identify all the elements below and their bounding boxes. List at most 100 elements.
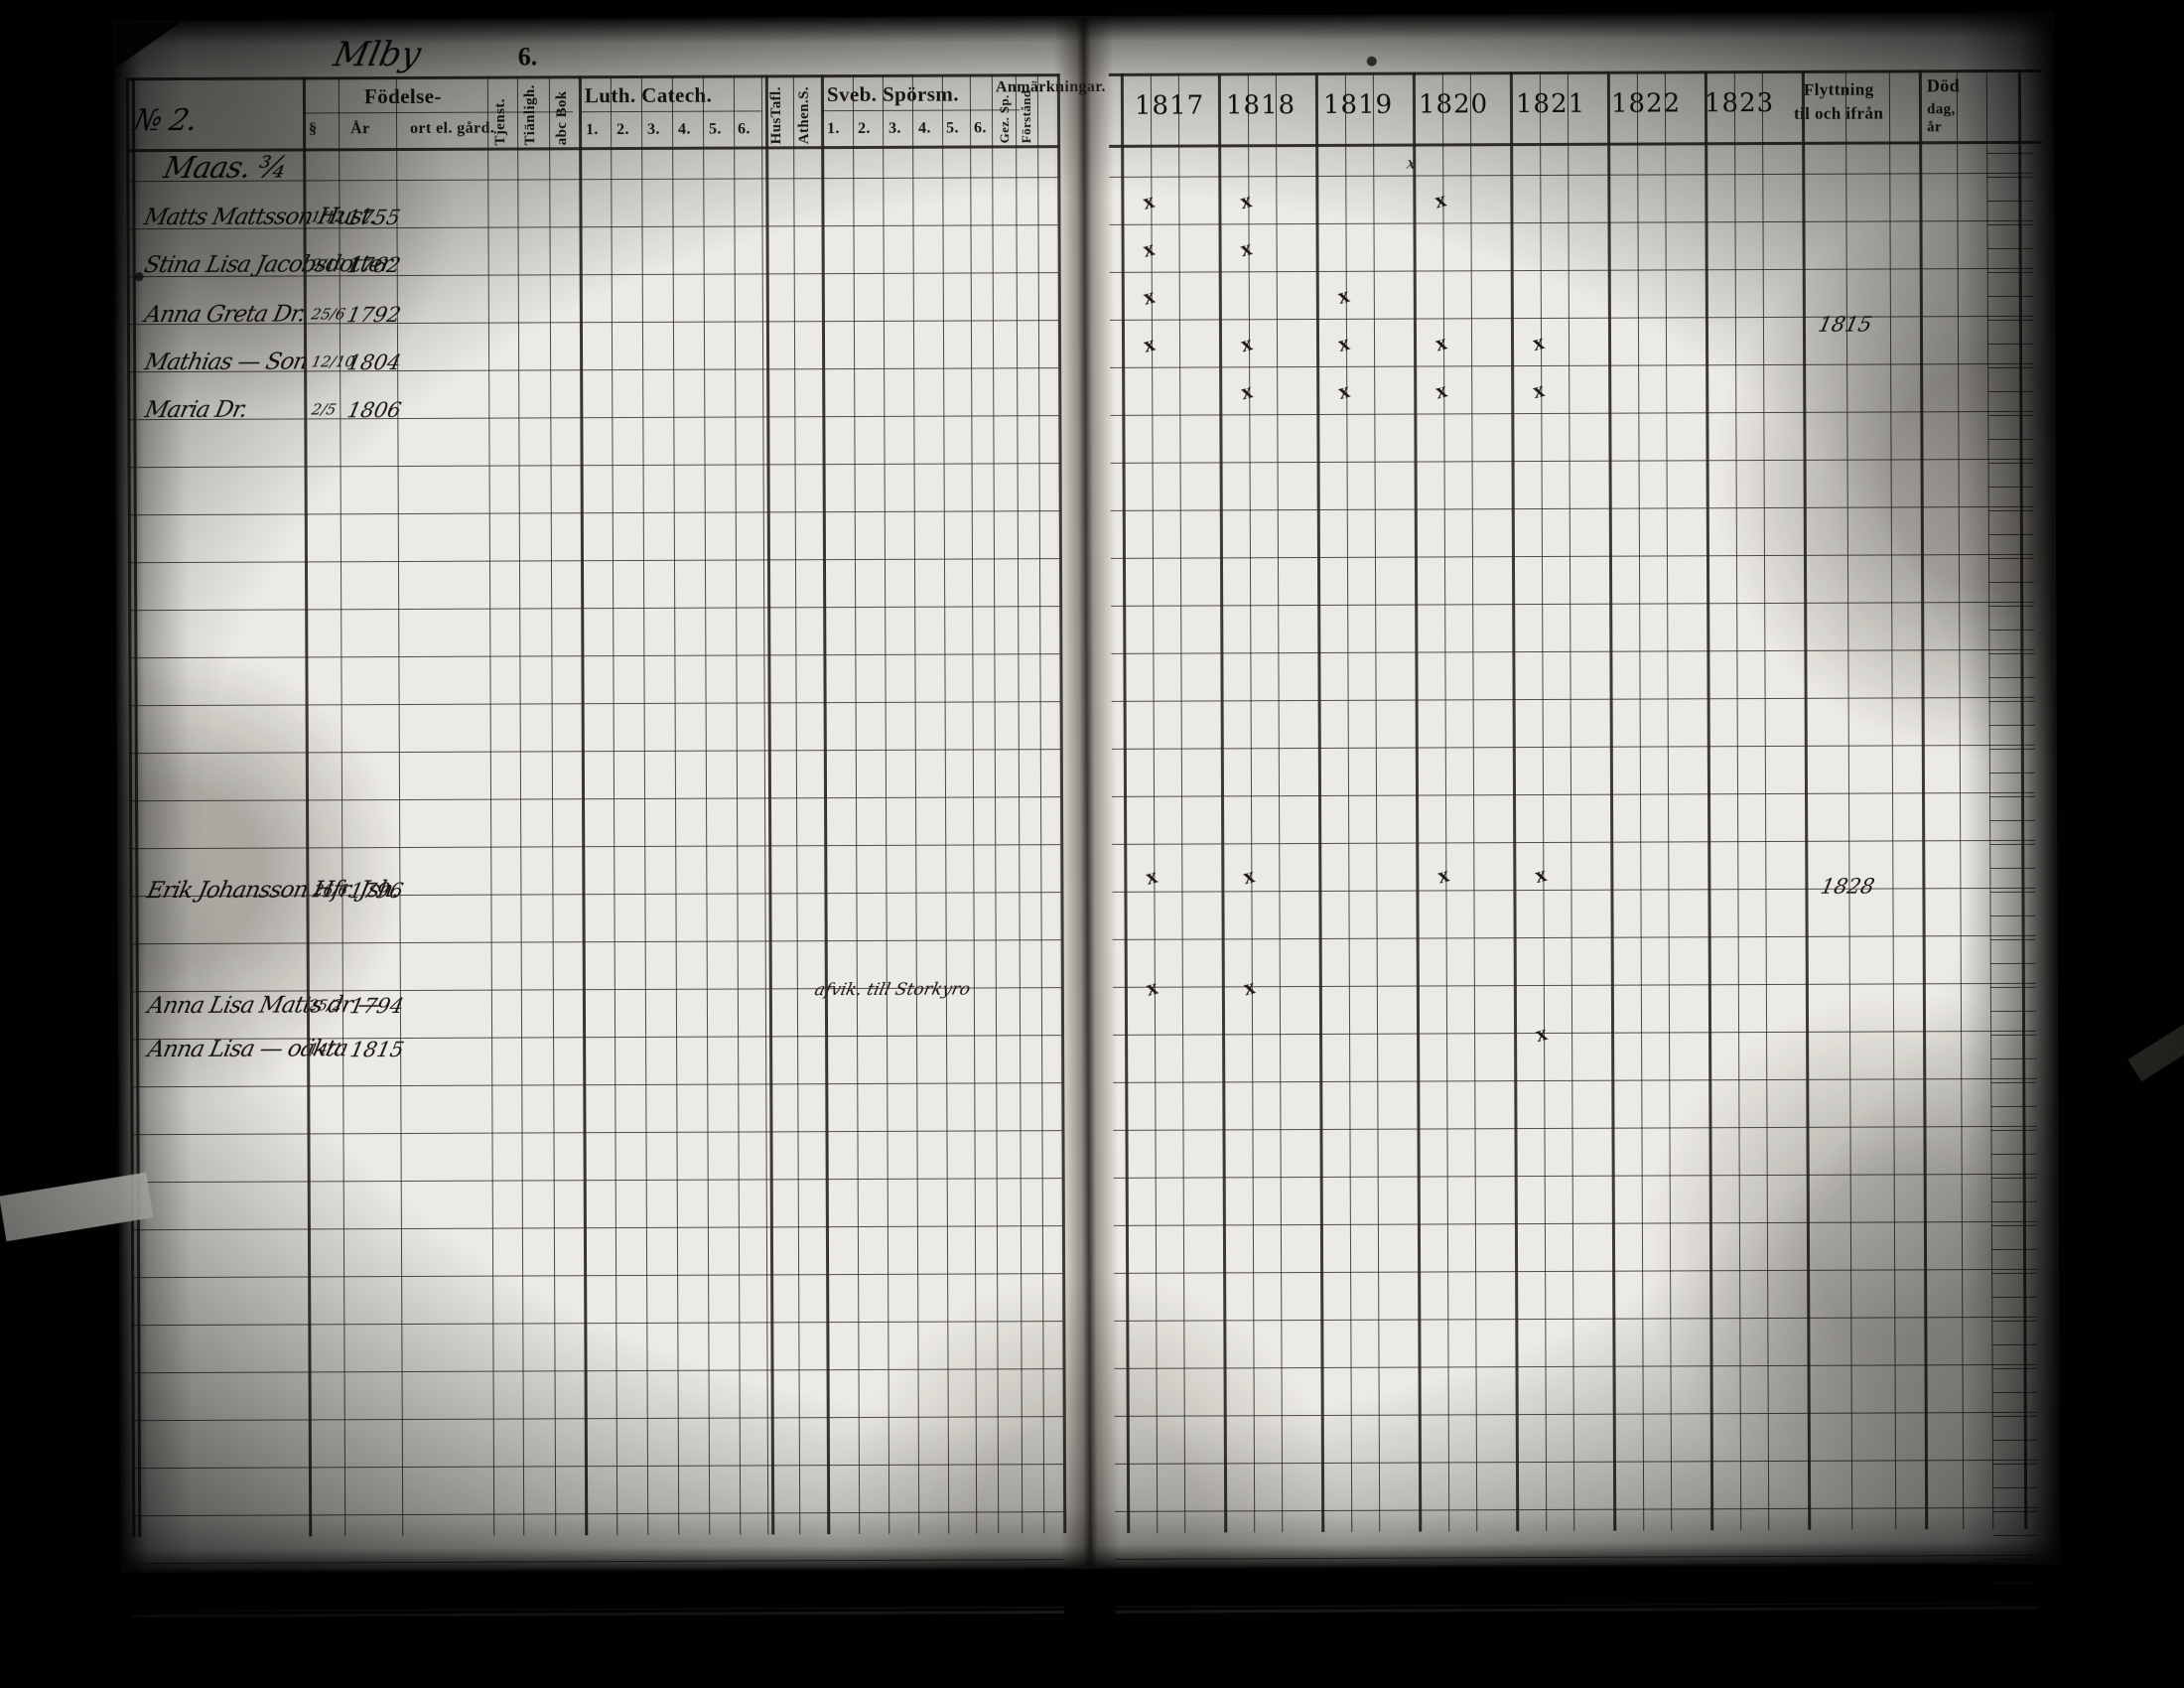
- header-dod: Död: [1926, 75, 1961, 96]
- row-rule: [1989, 843, 2036, 846]
- row-rule: [128, 749, 1060, 755]
- row-rule: [1989, 938, 2036, 941]
- row-rule: [1991, 1391, 2038, 1394]
- column-rule: [1412, 71, 1423, 1532]
- row-rule: [1991, 1320, 2038, 1323]
- entry-day-row-2: 9/10: [309, 255, 347, 274]
- attendance-mark: x: [1434, 861, 1452, 889]
- column-rule: [610, 75, 618, 1536]
- header-birth-year: År: [350, 120, 370, 138]
- attendance-mark: x: [1238, 377, 1256, 405]
- header-luth-catech: Luth. Catech.: [584, 82, 713, 108]
- catech-num-6: 6.: [738, 120, 751, 138]
- attendance-mark: x: [1240, 862, 1258, 890]
- column-rule: [1636, 70, 1645, 1531]
- attendance-mark: x: [1237, 234, 1255, 262]
- row-rule: [1987, 557, 2034, 560]
- column-rule: [548, 75, 557, 1536]
- entry-day-row-3: 25/6: [310, 305, 347, 324]
- catech-num-1: 1.: [586, 121, 599, 139]
- entry-year-row-8: 1815: [347, 1037, 407, 1062]
- row-rule: [1990, 1057, 2037, 1060]
- header-tianligh: Tiänligh.: [521, 84, 539, 146]
- attendance-mark: x: [1143, 973, 1160, 1001]
- row-rule: [127, 510, 1059, 516]
- column-rule: [1761, 70, 1770, 1531]
- row-rule: [1989, 1010, 2036, 1013]
- row-rule: [1987, 462, 2034, 465]
- attendance-mark: x: [1140, 282, 1158, 310]
- header-gez-sp: Gez. Sp.: [996, 94, 1013, 144]
- row-rule: [1989, 914, 2036, 917]
- column-rule: [486, 75, 495, 1536]
- row-rule: [1988, 676, 2035, 679]
- row-rule: [131, 1321, 1063, 1327]
- row-rule: [127, 558, 1059, 564]
- row-rule: [127, 415, 1059, 421]
- year-header-1821: 1821: [1515, 88, 1586, 120]
- column-rule: [1918, 70, 1929, 1530]
- column-rule: [1844, 70, 1853, 1530]
- attendance-mark: x: [1140, 234, 1158, 262]
- row-rule: [1991, 1248, 2038, 1251]
- column-rule: [1606, 70, 1617, 1531]
- row-rule: [1990, 1200, 2037, 1203]
- column-rule: [395, 76, 404, 1537]
- row-rule: [1987, 509, 2034, 512]
- row-rule: [127, 463, 1059, 469]
- row-rule: [1987, 438, 2034, 441]
- row-rule: [1986, 319, 2033, 322]
- column-rule: [1177, 72, 1186, 1533]
- row-rule: [1990, 1177, 2037, 1180]
- open-book-spread: Mlby 6. № 2. Maas. ¾ Födelse- Luth. Cate…: [0, 13, 2184, 1618]
- row-rule: [130, 1082, 1062, 1088]
- attendance-mark: x: [1529, 329, 1547, 355]
- row-rule: [1991, 1463, 2038, 1466]
- entry-day-row-5: 2/5: [310, 400, 339, 419]
- row-rule: [1988, 748, 2035, 751]
- row-rule: [131, 1273, 1063, 1279]
- row-rule: [1987, 533, 2034, 536]
- row-rule: [130, 1178, 1062, 1184]
- row-rule: [129, 796, 1061, 802]
- row-rule: [1991, 1415, 2038, 1418]
- column-rule: [733, 74, 742, 1535]
- row-rule: [1989, 795, 2036, 798]
- row-rule: [1990, 1081, 2037, 1084]
- attendance-mark: x: [1237, 330, 1255, 357]
- ink-blot-right: [1366, 56, 1377, 67]
- row-rule: [1986, 295, 2033, 298]
- right-holder-clip: [2127, 996, 2184, 1082]
- row-rule: [1986, 247, 2033, 250]
- row-rule: [1992, 1582, 2039, 1585]
- column-rule: [671, 74, 680, 1535]
- column-rule: [1247, 72, 1256, 1533]
- header-hustafl: HusTafl.: [767, 86, 785, 145]
- row-rule: [1991, 1367, 2038, 1370]
- row-rule: [1991, 1272, 2038, 1275]
- entry-name-row-7: Anna Lisa Matts dr —: [145, 992, 383, 1020]
- attendance-mark: x: [1432, 329, 1449, 356]
- row-rule: [1987, 390, 2034, 393]
- catech-num-4: 4.: [678, 120, 691, 138]
- right-page: 1817 1818 1819 1820 1821 1822 1823 Flytt…: [1108, 14, 2049, 1614]
- column-rule: [1275, 72, 1284, 1533]
- row-rule: [1989, 867, 2036, 870]
- header-abc-bok: abc Bok: [553, 90, 571, 146]
- column-rule: [941, 73, 950, 1534]
- row-rule: [1115, 1606, 2039, 1614]
- attendance-mark: x: [1335, 376, 1353, 404]
- row-rule: [1991, 1296, 2038, 1299]
- column-rule: [882, 73, 890, 1534]
- left-page: Mlby 6. № 2. Maas. ¾ Födelse- Luth. Cate…: [125, 18, 1106, 1618]
- row-rule: [132, 1511, 1064, 1517]
- entry-year-row-2: 1762: [344, 253, 403, 278]
- entry-year-row-6: 1796: [346, 878, 406, 904]
- header-sveb-sporsm: Sveb. Spörsm.: [826, 81, 959, 107]
- column-rule: [302, 76, 313, 1537]
- attendance-mark: x: [1240, 973, 1258, 1001]
- sporsm-num-3: 3.: [888, 119, 901, 137]
- entry-year-row-7: 1794: [347, 993, 406, 1019]
- column-rule: [1469, 71, 1478, 1532]
